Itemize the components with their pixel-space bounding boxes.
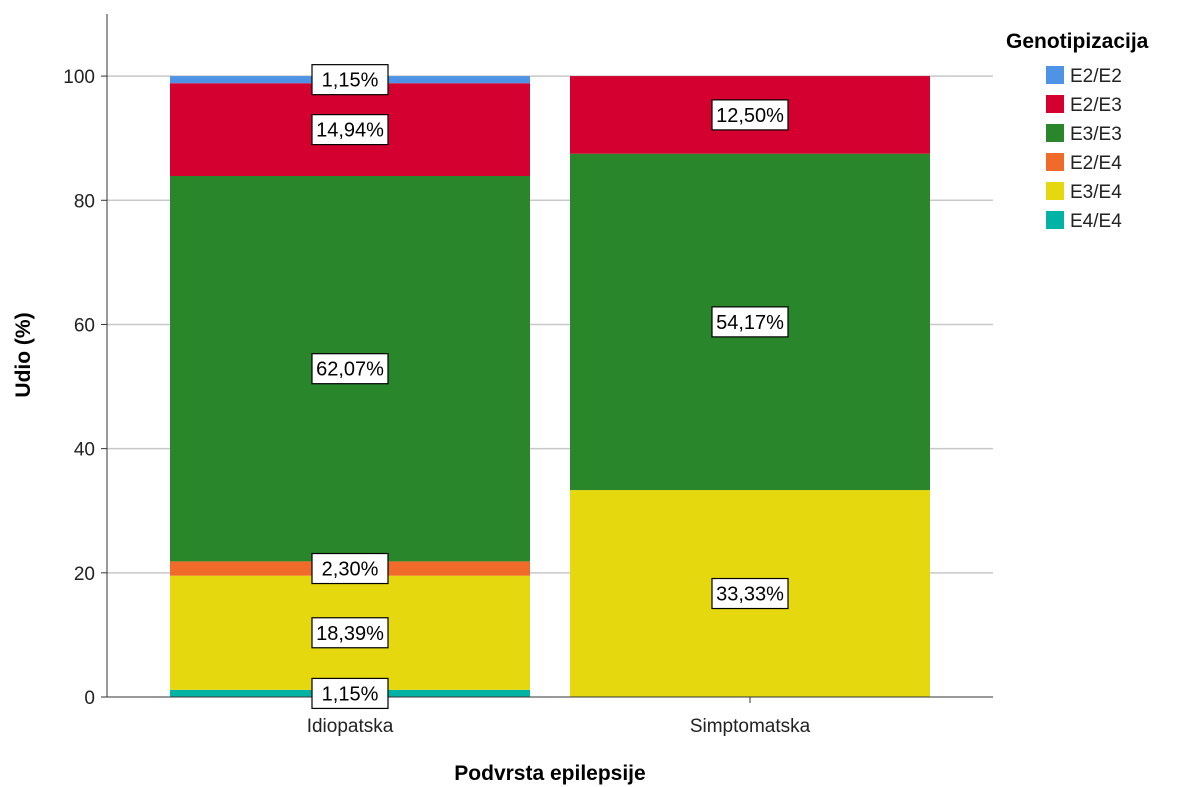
legend-entry-label: E2/E2 [1070,66,1122,87]
data-label-box [311,677,389,710]
legend-entry-label: E3/E3 [1070,124,1122,145]
data-label: 18,39% [311,617,389,649]
y-tick-label: 40 [74,440,95,461]
legend-entry-label: E2/E4 [1070,153,1122,174]
data-label-text: 1,15% [322,683,379,705]
x-axis-title: Podvrsta epilepsije [454,762,645,785]
y-tick-label: 0 [84,688,95,709]
legend-swatch [1046,66,1064,84]
legend: Genotipizacija E2/E2 E2/E3 E3/E3 E2/E4 E3/E4… [1006,30,1149,232]
y-tick-labels: 0 20 40 60 80 100 [63,67,107,709]
y-tick-label: 100 [63,67,95,88]
y-axis-title: Udio (%) [12,312,35,397]
axes [106,14,993,698]
legend-swatch [1046,211,1064,229]
x-tick-label: Idiopatska [307,716,394,737]
data-label-box [711,99,789,131]
data-label: 14,94% [311,114,389,146]
legend-swatch [1046,153,1064,171]
data-label-box [311,353,389,385]
data-label-box [311,552,389,585]
legend-swatch [1046,95,1064,113]
data-label-box [311,64,389,96]
data-label-text: 18,39% [316,623,384,645]
data-label-text: 14,94% [316,120,384,142]
data-label-text: 12,50% [716,105,784,127]
data-label: 1,15% [311,677,389,710]
data-label: 62,07% [311,353,389,385]
bars [170,76,930,697]
legend-entry-label: E4/E4 [1070,211,1122,232]
data-label-box [311,114,389,146]
data-label-text: 33,33% [716,584,784,606]
data-label: 1,15% [311,64,389,96]
y-tick-label: 80 [74,191,95,212]
data-labels: 1,15% 18,39% 2,30% 62,07% 14,94% 1,15% 33,33% 5… [311,64,789,710]
legend-entry-label: E3/E4 [1070,182,1122,203]
x-tick-label: Simptomatska [690,716,811,737]
data-label: 54,17% [711,306,789,338]
x-tick-labels: Idiopatska Simptomatska [307,697,811,737]
data-label: 12,50% [711,99,789,131]
data-label: 2,30% [311,552,389,585]
data-label-text: 54,17% [716,312,784,334]
data-label-text: 1,15% [322,70,379,92]
legend-title: Genotipizacija [1006,30,1149,53]
data-label-box [711,306,789,338]
data-label-box [311,617,389,649]
legend-swatch [1046,182,1064,200]
y-tick-label: 60 [74,315,95,336]
legend-swatch [1046,124,1064,142]
legend-entry-label: E2/E3 [1070,95,1122,116]
data-label-text: 62,07% [316,359,384,381]
y-tick-label: 20 [74,564,95,585]
data-label-text: 2,30% [322,559,379,581]
data-label: 33,33% [711,577,789,610]
data-label-box [711,577,789,610]
